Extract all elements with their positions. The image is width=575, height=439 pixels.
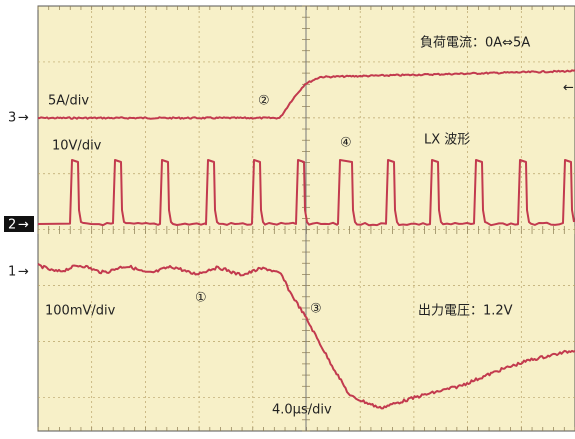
trigger-arrow: ← bbox=[563, 81, 574, 96]
label: 100mV/div bbox=[45, 304, 116, 319]
oscilloscope-screen: 3 → 2 → 1 → ← 負荷電流：0A⇔5A 5A/div ② 10V/di… bbox=[0, 0, 575, 435]
channel-arrow: → bbox=[18, 265, 29, 280]
label: 10V/div bbox=[52, 139, 102, 154]
label: 4.0μs/div bbox=[272, 403, 332, 418]
marker: ① bbox=[195, 291, 207, 306]
label: 負荷電流：0A⇔5A bbox=[420, 36, 530, 51]
marker: ③ bbox=[310, 302, 322, 317]
label: 5A/div bbox=[48, 94, 89, 109]
channel-marker: 2 bbox=[8, 218, 16, 233]
label: LX 波形 bbox=[424, 133, 470, 148]
label: 出力電圧：1.2V bbox=[418, 304, 513, 319]
marker: ② bbox=[258, 94, 270, 109]
channel-marker: 3 bbox=[8, 111, 16, 126]
channel-marker: 1 bbox=[8, 265, 16, 280]
channel-arrow: → bbox=[18, 111, 29, 126]
marker: ④ bbox=[340, 136, 352, 151]
channel-arrow: → bbox=[18, 218, 29, 233]
